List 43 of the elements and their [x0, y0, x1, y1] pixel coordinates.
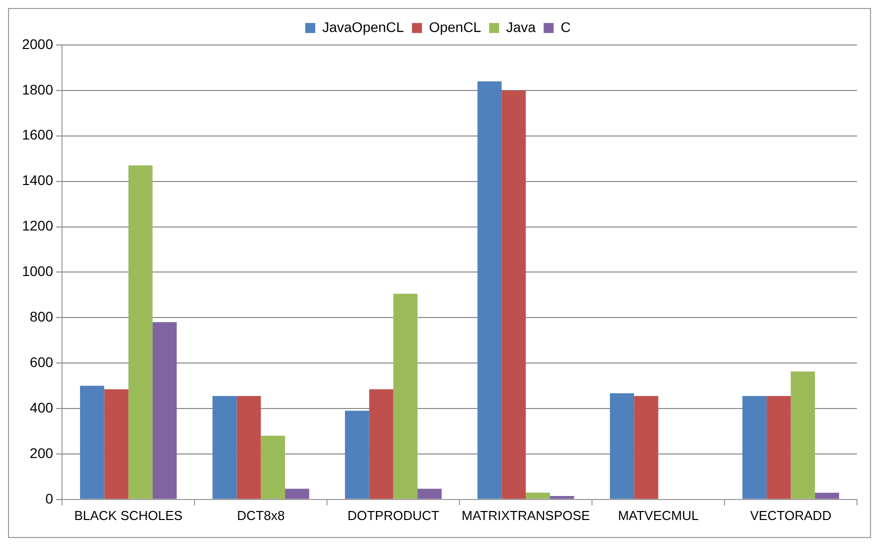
- bar: [393, 294, 418, 499]
- bar: [236, 396, 261, 499]
- x-tick-label: BLACK SCHOLES: [74, 508, 183, 523]
- legend-label: OpenCL: [428, 18, 482, 35]
- bar: [502, 90, 526, 499]
- y-tick-label: 600: [30, 354, 54, 370]
- bar: [212, 396, 237, 499]
- y-tick-label: 800: [30, 308, 54, 324]
- bar: [526, 492, 550, 499]
- y-tick-label: 1400: [22, 172, 54, 188]
- x-tick-label: VECTORADD: [750, 508, 832, 523]
- bar: [742, 396, 767, 499]
- bar: [610, 393, 634, 499]
- bar: [80, 386, 104, 499]
- x-tick-label: DOTPRODUCT: [347, 508, 440, 523]
- bar: [790, 371, 815, 499]
- legend-label: JavaOpenCL: [322, 18, 404, 35]
- bar: [418, 488, 442, 499]
- y-tick-label: 1800: [22, 81, 54, 98]
- legend-label: Java: [506, 18, 536, 35]
- bar: [766, 396, 791, 499]
- bar: [344, 410, 370, 499]
- bar: [285, 488, 310, 499]
- y-tick-label: 400: [30, 399, 54, 416]
- y-tick-label: 200: [30, 444, 54, 461]
- y-tick-label: 0: [45, 490, 54, 506]
- bar: [369, 389, 394, 499]
- y-tick-label: 2000: [22, 36, 54, 52]
- x-tick-label: MATRIXTRANSPOSE: [462, 508, 590, 523]
- bar: [260, 436, 286, 499]
- bar: [152, 322, 177, 499]
- bar: [477, 81, 502, 499]
- y-tick-label: 1000: [22, 263, 54, 280]
- bar: [814, 492, 840, 499]
- y-tick-label: 1600: [22, 126, 54, 143]
- x-tick-label: DCT8x8: [237, 508, 285, 523]
- y-tick-label: 1200: [22, 218, 54, 234]
- bar: [128, 165, 153, 499]
- bar: [104, 389, 128, 499]
- x-tick-label: MATVECMUL: [618, 508, 699, 523]
- bar: [550, 496, 574, 499]
- bar: [634, 396, 658, 499]
- legend-label: C: [560, 18, 571, 35]
